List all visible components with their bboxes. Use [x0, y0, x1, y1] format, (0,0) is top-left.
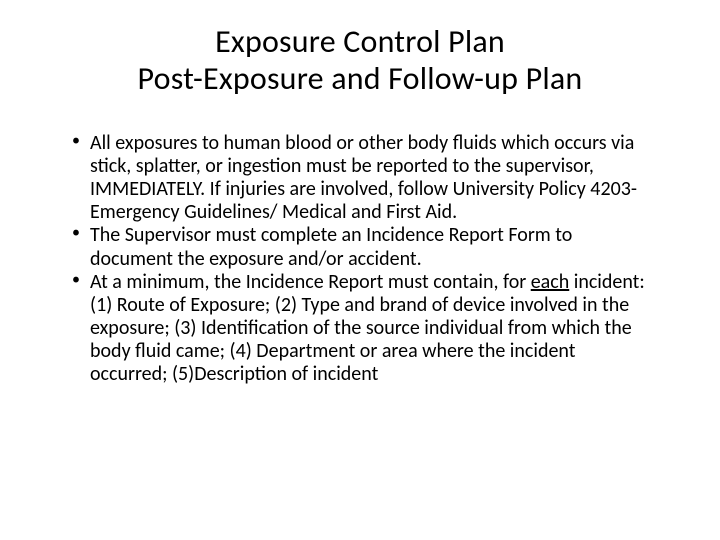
bullet-text: All exposures to human blood or other bo… — [90, 131, 637, 225]
title-line-2: Post-Exposure and Follow-up Plan — [80, 61, 640, 98]
bullet-text-pre: At a minimum, the Incidence Report must … — [90, 270, 531, 294]
list-item: At a minimum, the Incidence Report must … — [66, 271, 654, 387]
list-item: All exposures to human blood or other bo… — [66, 132, 654, 225]
title-block: Exposure Control Plan Post-Exposure and … — [50, 24, 670, 98]
slide: Exposure Control Plan Post-Exposure and … — [0, 0, 720, 540]
list-item: The Supervisor must complete an Incidenc… — [66, 224, 654, 270]
content-body: All exposures to human blood or other bo… — [50, 132, 670, 387]
bullet-list: All exposures to human blood or other bo… — [66, 132, 654, 387]
title-line-1: Exposure Control Plan — [80, 24, 640, 61]
bullet-text: The Supervisor must complete an Incidenc… — [90, 223, 572, 270]
bullet-text-underlined: each — [531, 270, 570, 294]
